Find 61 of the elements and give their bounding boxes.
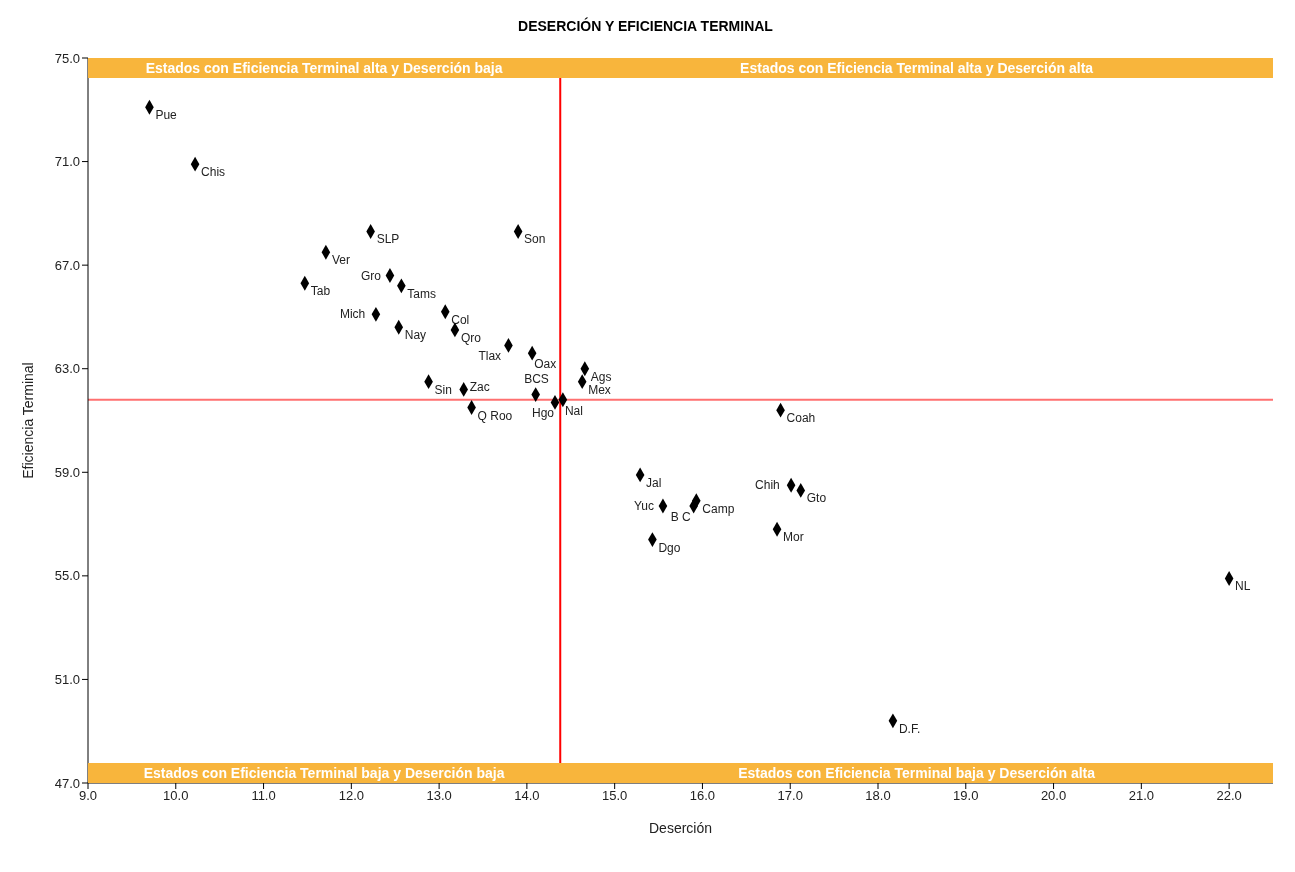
y-tick-label: 63.0 bbox=[54, 361, 80, 377]
annotation: Chih bbox=[755, 478, 780, 493]
x-tick-label: 12.0 bbox=[338, 788, 364, 804]
annotation: Gro bbox=[360, 268, 382, 283]
y-tick-label: 55.0 bbox=[54, 568, 80, 584]
x-tick-label: 22.0 bbox=[1216, 788, 1242, 804]
annotation: Tlax bbox=[478, 349, 502, 364]
annotation: Tab bbox=[310, 284, 331, 299]
annotation: Tams bbox=[407, 286, 437, 301]
y-tick-label: 71.0 bbox=[54, 154, 80, 170]
x-tick-label: 14.0 bbox=[514, 788, 540, 804]
annotation: SLP bbox=[376, 232, 400, 247]
annotation: Coah bbox=[786, 411, 816, 426]
annotation: Son bbox=[524, 232, 546, 247]
annotation: Jal bbox=[646, 475, 662, 490]
annotation: Pue bbox=[155, 108, 178, 123]
x-tick-label: 19.0 bbox=[953, 788, 979, 804]
x-tick-label: 17.0 bbox=[777, 788, 803, 804]
y-tick-label: 59.0 bbox=[54, 464, 80, 480]
annotation: Zac bbox=[469, 380, 490, 395]
x-tick-label: 16.0 bbox=[689, 788, 716, 804]
annotation: Chis bbox=[201, 165, 226, 180]
annotation: Ver bbox=[331, 253, 350, 268]
x-axis-title: Deserción bbox=[648, 820, 713, 836]
x-tick-label: 15.0 bbox=[602, 788, 628, 804]
quadrant-banner: Estados con Eficiencia Terminal baja y Deserción alta bbox=[560, 763, 1273, 783]
y-tick-label: 51.0 bbox=[54, 672, 80, 688]
annotation: Nay bbox=[404, 328, 427, 343]
quadrant-banner: Estados con Eficiencia Terminal alta y Deserción alta bbox=[560, 58, 1273, 78]
annotation: Ags bbox=[590, 369, 612, 384]
annotation: Nal bbox=[564, 403, 583, 418]
annotation: BCS bbox=[524, 371, 549, 386]
annotation: NL bbox=[1235, 579, 1251, 594]
annotation: Yuc bbox=[633, 498, 654, 513]
annotation: Gto bbox=[806, 491, 827, 506]
annotation: Sin bbox=[434, 382, 452, 397]
chart-title: DESERCIÓN Y EFICIENCIA TERMINAL bbox=[517, 18, 774, 34]
x-tick-label: 20.0 bbox=[1040, 788, 1067, 804]
quadrant-banner: Estados con Eficiencia Terminal baja y Deserción baja bbox=[88, 763, 561, 783]
annotation: Mor bbox=[783, 530, 804, 545]
x-tick-label: 9.0 bbox=[78, 788, 98, 804]
x-tick-label: 10.0 bbox=[163, 788, 189, 804]
annotation: Hgo bbox=[531, 406, 555, 421]
annotation: B C bbox=[670, 509, 691, 524]
y-tick-label: 47.0 bbox=[54, 775, 80, 791]
annotation: D.F. bbox=[898, 721, 921, 736]
x-tick-label: 21.0 bbox=[1128, 788, 1154, 804]
annotation: Camp bbox=[702, 501, 735, 516]
x-tick-label: 13.0 bbox=[426, 788, 452, 804]
annotation: Mich bbox=[339, 307, 366, 322]
y-tick-label: 67.0 bbox=[54, 257, 80, 273]
annotation: Col bbox=[451, 312, 470, 327]
x-tick-label: 11.0 bbox=[251, 788, 276, 804]
annotation: Oax bbox=[534, 357, 557, 372]
annotation: Qro bbox=[460, 330, 482, 345]
annotation: Q Roo bbox=[477, 408, 513, 423]
quadrant-banner: Estados con Eficiencia Terminal alta y Deserción baja bbox=[88, 58, 561, 78]
annotation: Dgo bbox=[658, 540, 681, 555]
x-tick-label: 18.0 bbox=[865, 788, 891, 804]
y-axis-title: Eficiencia Terminal bbox=[19, 362, 36, 479]
y-tick-label: 75.0 bbox=[54, 50, 80, 66]
